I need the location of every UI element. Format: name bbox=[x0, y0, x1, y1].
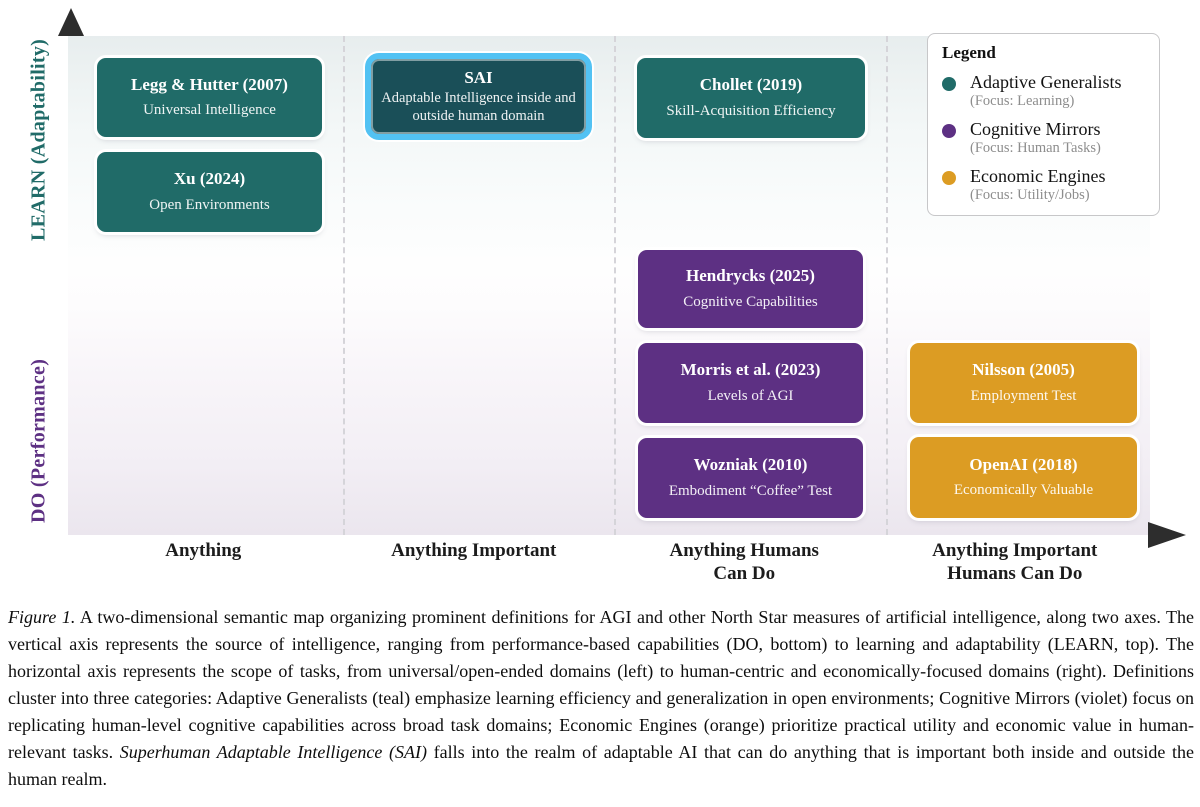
legend-entry-label: Adaptive Generalists bbox=[970, 72, 1122, 92]
purple-dot-icon bbox=[942, 124, 956, 139]
x-axis-label-anything: Anything bbox=[68, 539, 339, 585]
x-axis-label-anything-important-humans-can-do: Anything Important Humans Can Do bbox=[880, 539, 1151, 585]
figure-caption-body: A two-dimensional semantic map organizin… bbox=[8, 607, 1194, 762]
box-title: OpenAI (2018) bbox=[969, 454, 1078, 474]
legend-entry-adaptive-generalists: Adaptive Generalists (Focus: Learning) bbox=[942, 72, 1145, 110]
x-axis-label-line: Anything Important bbox=[391, 540, 557, 561]
box-subtitle: Economically Valuable bbox=[953, 482, 1094, 499]
box-title: Xu (2024) bbox=[173, 169, 246, 189]
y-axis-label-do: DO (Performance) bbox=[27, 358, 50, 524]
x-axis-label-line: Humans Can Do bbox=[947, 563, 1083, 585]
x-axis-label-line: Anything Humans bbox=[669, 540, 819, 561]
legend-entry-label: Cognitive Mirrors bbox=[970, 119, 1101, 140]
box-subtitle: Adaptable Intelligence inside and outsid… bbox=[381, 90, 576, 125]
box-subtitle: Cognitive Capabilities bbox=[683, 293, 818, 310]
box-subtitle: Skill-Acquisition Efficiency bbox=[666, 102, 836, 119]
legend-entry-text: Cognitive Mirrors (Focus: Human Tasks) bbox=[970, 119, 1145, 157]
figure-caption-sai-term: Superhuman Adaptable Intelligence (SAI) bbox=[119, 742, 427, 762]
def-box-sai-highlighted: SAI Adaptable Intelligence inside and ou… bbox=[365, 53, 592, 140]
column-divider-dashed bbox=[614, 36, 616, 535]
def-box-morris-2023: Morris et al. (2023) Levels of AGI bbox=[638, 343, 863, 423]
box-title: Morris et al. (2023) bbox=[680, 360, 821, 380]
box-subtitle: Levels of AGI bbox=[707, 387, 794, 404]
figure-caption-label: Figure 1. bbox=[8, 607, 76, 627]
def-box-openai-2018: OpenAI (2018) Economically Valuable bbox=[910, 437, 1137, 518]
x-axis-labels: Anything Anything Important Anything Hum… bbox=[68, 539, 1150, 585]
def-box-legg-hutter-2007: Legg & Hutter (2007) Universal Intellige… bbox=[97, 58, 322, 137]
legend-title: Legend bbox=[942, 43, 996, 62]
box-subtitle: Embodiment “Coffee” Test bbox=[668, 482, 833, 499]
x-axis-label-line: Anything Important bbox=[932, 540, 1098, 561]
box-subtitle: Universal Intelligence bbox=[143, 102, 276, 119]
teal-dot-icon bbox=[942, 77, 956, 91]
box-title: SAI bbox=[464, 67, 493, 87]
def-box-xu-2024: Xu (2024) Open Environments bbox=[97, 152, 322, 232]
figure-caption-body: falls into the realm of adaptable AI tha… bbox=[8, 742, 1195, 789]
x-axis-arrow-icon bbox=[1148, 522, 1186, 548]
legend-entry-label: Economic Engines bbox=[970, 166, 1106, 187]
legend-entry-focus: (Focus: Learning) bbox=[970, 92, 1075, 109]
x-axis-label-line: Can Do bbox=[713, 563, 776, 585]
legend-entry-cognitive-mirrors: Cognitive Mirrors (Focus: Human Tasks) bbox=[942, 119, 1145, 157]
figure-caption: Figure 1. A two-dimensional semantic map… bbox=[8, 604, 1194, 793]
x-axis-label-line: Anything bbox=[165, 540, 242, 561]
y-axis-label-learn: LEARN (Adaptability) bbox=[27, 38, 50, 242]
legend-entry-economic-engines: Economic Engines (Focus: Utility/Jobs) bbox=[942, 166, 1145, 204]
box-title: Nilsson (2005) bbox=[972, 360, 1075, 380]
column-divider-dashed bbox=[886, 36, 888, 535]
legend-entry-text: Economic Engines (Focus: Utility/Jobs) bbox=[970, 166, 1145, 204]
legend-entry-text: Adaptive Generalists (Focus: Learning) bbox=[970, 72, 1145, 110]
legend-box: Legend Adaptive Generalists (Focus: Lear… bbox=[927, 33, 1160, 217]
def-box-nilsson-2005: Nilsson (2005) Employment Test bbox=[910, 343, 1137, 423]
column-divider-dashed bbox=[343, 36, 345, 535]
box-title: Wozniak (2010) bbox=[693, 455, 808, 475]
def-box-wozniak-2010: Wozniak (2010) Embodiment “Coffee” Test bbox=[638, 438, 863, 518]
y-axis-arrow-icon bbox=[58, 8, 84, 36]
legend-entry-focus: (Focus: Human Tasks) bbox=[970, 139, 1101, 156]
def-box-chollet-2019: Chollet (2019) Skill-Acquisition Efficie… bbox=[637, 58, 865, 138]
orange-dot-icon bbox=[942, 171, 956, 186]
box-title: Hendrycks (2025) bbox=[686, 266, 815, 286]
x-axis-label-anything-important: Anything Important bbox=[339, 539, 610, 585]
box-subtitle: Employment Test bbox=[970, 387, 1077, 404]
def-box-hendrycks-2025: Hendrycks (2025) Cognitive Capabilities bbox=[638, 250, 863, 328]
legend-entry-focus: (Focus: Utility/Jobs) bbox=[970, 186, 1090, 203]
box-title: Chollet (2019) bbox=[699, 75, 803, 95]
box-title: Legg & Hutter (2007) bbox=[131, 74, 288, 94]
box-subtitle: Open Environments bbox=[149, 196, 270, 213]
x-axis-label-anything-humans-can-do: Anything Humans Can Do bbox=[609, 539, 880, 585]
